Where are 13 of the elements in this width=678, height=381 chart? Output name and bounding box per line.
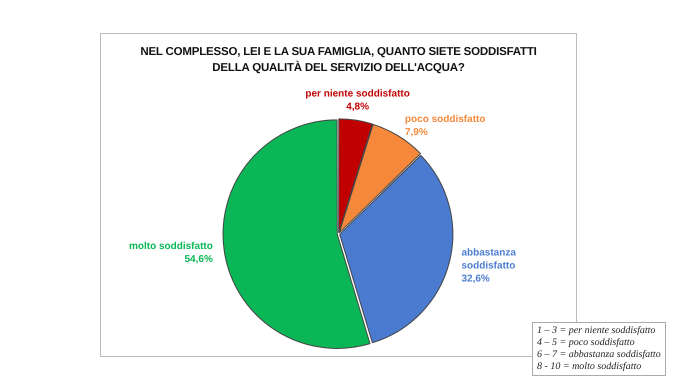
data-label: 4,8%: [346, 102, 370, 113]
data-label: 32,6%: [461, 274, 490, 285]
data-label: 54,6%: [184, 254, 213, 265]
chart-title: NEL COMPLESSO, LEI E LA SUA FAMIGLIA, QUANTO SIETE SODDISFATTI DELLA QUALITÀ DEL SERVIZIO DELL'ACQUA?: [139, 45, 538, 76]
text: 6 – 7 = abbastanza soddisfatto: [537, 349, 661, 361]
slice-label: poco soddisfatto: [404, 114, 486, 125]
data-label: 7,9%: [404, 127, 428, 138]
slice-label: molto soddisfatto: [128, 240, 213, 252]
slice-label: abbastanza soddisfatto: [461, 248, 516, 272]
text: 4 – 5 = poco soddisfatto: [537, 337, 636, 349]
text: 1 – 3 = per niente soddisfatto: [537, 325, 656, 337]
text: 8 - 10 = molto soddisfatto: [537, 361, 642, 373]
slice-label: per niente soddisfatto: [305, 88, 410, 100]
